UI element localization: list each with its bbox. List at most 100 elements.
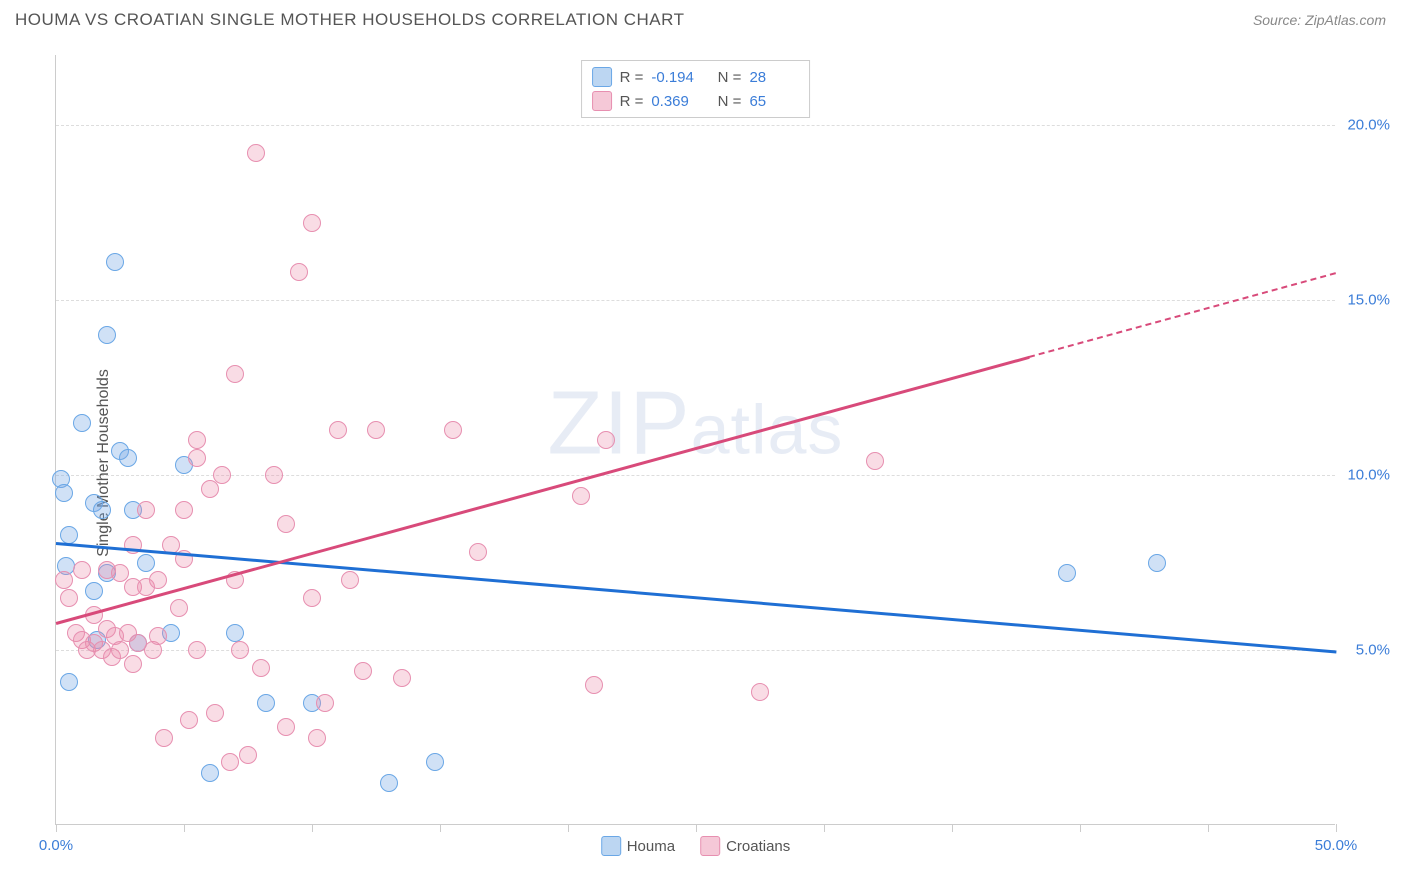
legend-swatch xyxy=(592,91,612,111)
scatter-point xyxy=(341,571,359,589)
scatter-point xyxy=(380,774,398,792)
scatter-point xyxy=(303,214,321,232)
gridline xyxy=(56,475,1335,476)
legend-n-value: 28 xyxy=(749,69,799,86)
trend-line xyxy=(1029,272,1337,358)
series-legend: Houma Croatians xyxy=(601,836,791,856)
scatter-point xyxy=(585,676,603,694)
scatter-point xyxy=(73,561,91,579)
scatter-point xyxy=(55,484,73,502)
scatter-point xyxy=(329,421,347,439)
legend-r-label: R = xyxy=(620,93,644,110)
legend-item: Croatians xyxy=(700,836,790,856)
scatter-point xyxy=(206,704,224,722)
scatter-point xyxy=(290,263,308,281)
scatter-point xyxy=(231,641,249,659)
scatter-point xyxy=(175,501,193,519)
scatter-point xyxy=(98,326,116,344)
scatter-point xyxy=(149,571,167,589)
legend-n-value: 65 xyxy=(749,93,799,110)
x-tick xyxy=(312,824,313,832)
scatter-point xyxy=(393,669,411,687)
legend-item: Houma xyxy=(601,836,675,856)
scatter-point xyxy=(119,449,137,467)
scatter-point xyxy=(469,543,487,561)
scatter-point xyxy=(213,466,231,484)
legend-r-label: R = xyxy=(620,69,644,86)
x-tick xyxy=(568,824,569,832)
legend-n-label: N = xyxy=(709,69,741,86)
legend-n-label: N = xyxy=(709,93,741,110)
scatter-point xyxy=(60,673,78,691)
scatter-point xyxy=(277,515,295,533)
scatter-point xyxy=(188,641,206,659)
scatter-point xyxy=(239,746,257,764)
scatter-point xyxy=(188,449,206,467)
scatter-point xyxy=(751,683,769,701)
scatter-point xyxy=(60,526,78,544)
scatter-point xyxy=(226,365,244,383)
x-tick xyxy=(824,824,825,832)
y-tick-label: 20.0% xyxy=(1347,117,1390,134)
scatter-point xyxy=(1058,564,1076,582)
scatter-point xyxy=(247,144,265,162)
x-tick xyxy=(696,824,697,832)
scatter-point xyxy=(188,431,206,449)
x-tick xyxy=(440,824,441,832)
scatter-point xyxy=(303,589,321,607)
gridline xyxy=(56,125,1335,126)
legend-label: Houma xyxy=(627,838,675,855)
scatter-point xyxy=(201,480,219,498)
legend-r-value: -0.194 xyxy=(651,69,701,86)
legend-swatch xyxy=(592,67,612,87)
chart-header: HOUMA VS CROATIAN SINGLE MOTHER HOUSEHOL… xyxy=(0,0,1406,35)
scatter-point xyxy=(426,753,444,771)
x-tick xyxy=(56,824,57,832)
scatter-point xyxy=(73,414,91,432)
y-tick-label: 15.0% xyxy=(1347,292,1390,309)
y-tick-label: 10.0% xyxy=(1347,467,1390,484)
scatter-point xyxy=(170,599,188,617)
legend-swatch xyxy=(700,836,720,856)
scatter-point xyxy=(866,452,884,470)
scatter-point xyxy=(149,627,167,645)
scatter-point xyxy=(137,554,155,572)
scatter-point xyxy=(367,421,385,439)
scatter-point xyxy=(124,655,142,673)
scatter-point xyxy=(265,466,283,484)
scatter-point xyxy=(572,487,590,505)
scatter-point xyxy=(201,764,219,782)
scatter-point xyxy=(180,711,198,729)
legend-swatch xyxy=(601,836,621,856)
x-tick xyxy=(952,824,953,832)
x-tick xyxy=(184,824,185,832)
watermark: ZIPatlas xyxy=(548,373,844,476)
legend-row: R = -0.194 N = 28 xyxy=(592,65,800,89)
scatter-point xyxy=(93,501,111,519)
correlation-legend: R = -0.194 N = 28R = 0.369 N = 65 xyxy=(581,60,811,118)
legend-r-value: 0.369 xyxy=(651,93,701,110)
scatter-point xyxy=(316,694,334,712)
x-tick xyxy=(1080,824,1081,832)
scatter-point xyxy=(252,659,270,677)
legend-label: Croatians xyxy=(726,838,790,855)
scatter-point xyxy=(257,694,275,712)
scatter-point xyxy=(1148,554,1166,572)
scatter-point xyxy=(226,624,244,642)
chart-area: Single Mother Households ZIPatlas R = -0… xyxy=(15,45,1391,880)
scatter-point xyxy=(221,753,239,771)
gridline xyxy=(56,300,1335,301)
scatter-point xyxy=(597,431,615,449)
scatter-point xyxy=(55,571,73,589)
x-tick-label: 50.0% xyxy=(1315,837,1358,854)
chart-title: HOUMA VS CROATIAN SINGLE MOTHER HOUSEHOL… xyxy=(15,10,684,30)
source-attribution: Source: ZipAtlas.com xyxy=(1253,12,1386,28)
scatter-point xyxy=(60,589,78,607)
x-tick xyxy=(1208,824,1209,832)
scatter-point xyxy=(137,501,155,519)
scatter-point xyxy=(308,729,326,747)
legend-row: R = 0.369 N = 65 xyxy=(592,89,800,113)
scatter-point xyxy=(155,729,173,747)
trend-line xyxy=(56,542,1336,653)
scatter-point xyxy=(277,718,295,736)
